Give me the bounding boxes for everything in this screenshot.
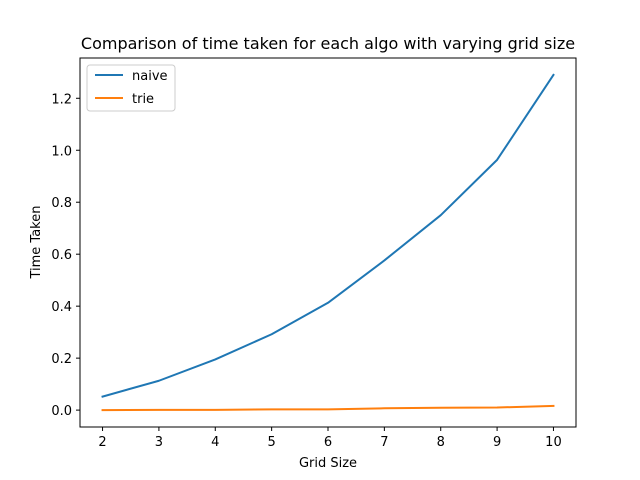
y-axis-ticks: 0.0 0.2 0.4 0.6 0.8 1.0 1.2: [51, 92, 80, 419]
y-tick-label: 0.2: [51, 352, 72, 367]
legend-label-naive: naive: [132, 69, 168, 84]
x-tick-label: 7: [380, 435, 388, 450]
y-tick-label: 0.6: [51, 248, 72, 263]
legend: naive trie: [86, 64, 176, 112]
x-tick-label: 3: [155, 435, 163, 450]
legend-box: [86, 64, 176, 112]
x-tick-label: 5: [267, 435, 275, 450]
series-layer: [101, 73, 555, 412]
x-tick-label: 8: [437, 435, 445, 450]
y-tick-label: 0.0: [51, 404, 72, 419]
y-tick-label: 1.0: [51, 144, 72, 159]
y-tick-label: 0.4: [51, 300, 72, 315]
y-tick-label: 0.8: [51, 196, 72, 211]
legend-label-trie: trie: [132, 92, 154, 107]
x-tick-label: 9: [493, 435, 501, 450]
y-axis-title: Time Taken: [29, 205, 44, 279]
x-tick-label: 4: [211, 435, 219, 450]
plot-frame: [79, 57, 577, 428]
series-line-trie: [101, 404, 555, 412]
chart-title: Comparison of time taken for each algo w…: [81, 34, 575, 53]
x-tick-label: 2: [98, 435, 106, 450]
plot-area: [80, 58, 576, 427]
series-line-naive: [101, 73, 555, 398]
x-tick-label: 10: [545, 435, 562, 450]
x-tick-label: 6: [324, 435, 332, 450]
x-axis-title: Grid Size: [299, 456, 357, 471]
x-axis-ticks: 2 3 4 5 6 7 8 9 10: [98, 427, 562, 450]
y-tick-label: 1.2: [51, 92, 72, 107]
